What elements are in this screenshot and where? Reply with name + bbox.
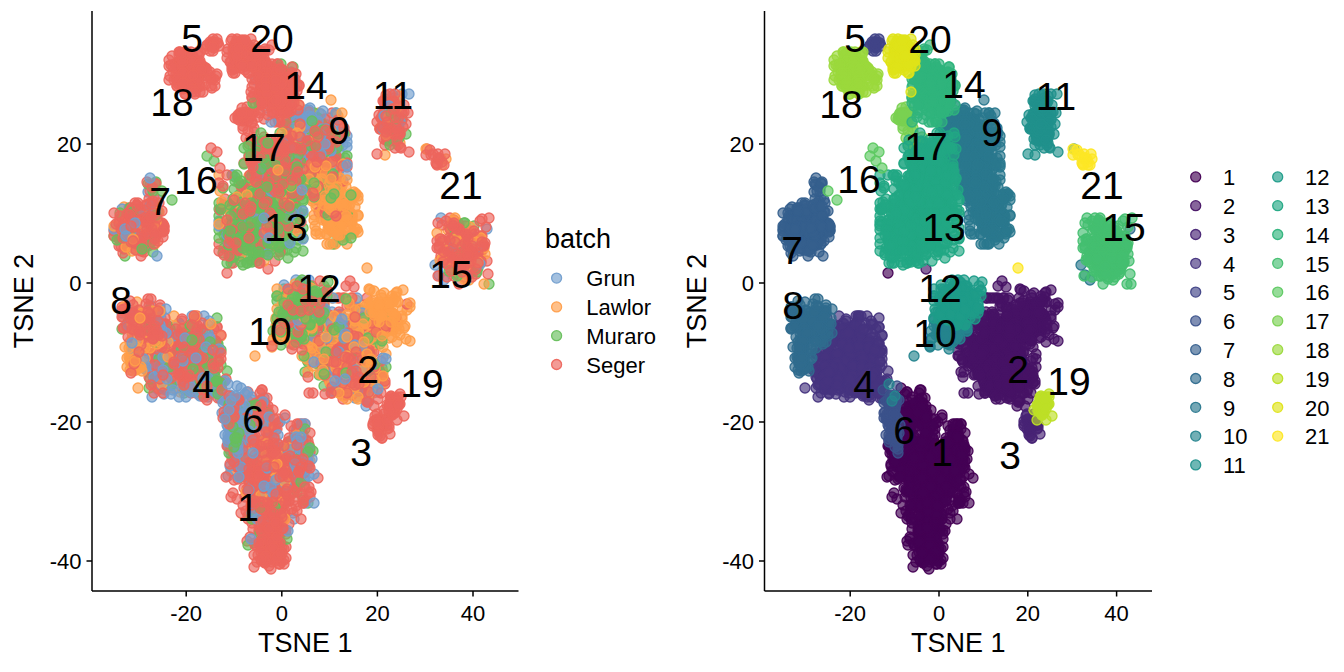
- svg-text:1: 1: [1223, 165, 1235, 190]
- svg-text:3: 3: [999, 434, 1021, 477]
- svg-text:11: 11: [373, 74, 414, 117]
- svg-text:Grun: Grun: [586, 266, 635, 291]
- svg-text:13: 13: [264, 206, 307, 249]
- svg-text:16: 16: [1305, 280, 1329, 305]
- svg-text:5: 5: [844, 17, 866, 60]
- svg-text:20: 20: [908, 18, 951, 61]
- svg-text:10: 10: [913, 312, 956, 355]
- svg-text:21: 21: [1305, 424, 1329, 449]
- svg-text:8: 8: [1223, 367, 1235, 392]
- svg-text:14: 14: [1305, 223, 1329, 248]
- svg-text:0: 0: [933, 601, 945, 626]
- svg-text:Seger: Seger: [586, 353, 645, 378]
- svg-text:18: 18: [1305, 338, 1329, 363]
- svg-text:9: 9: [328, 109, 350, 152]
- svg-text:20: 20: [365, 601, 389, 626]
- svg-text:-40: -40: [722, 549, 754, 574]
- svg-text:5: 5: [181, 17, 203, 60]
- svg-text:19: 19: [400, 362, 443, 405]
- svg-text:0: 0: [276, 601, 288, 626]
- svg-text:20: 20: [730, 132, 754, 157]
- svg-text:-20: -20: [170, 601, 202, 626]
- svg-text:19: 19: [1047, 360, 1090, 403]
- svg-text:17: 17: [242, 126, 285, 169]
- svg-text:20: 20: [1016, 601, 1040, 626]
- svg-text:7: 7: [149, 180, 171, 223]
- svg-text:14: 14: [284, 64, 327, 107]
- svg-text:4: 4: [853, 363, 875, 406]
- svg-text:11: 11: [1223, 453, 1246, 478]
- svg-text:13: 13: [922, 206, 965, 249]
- svg-text:6: 6: [893, 409, 915, 452]
- svg-text:17: 17: [904, 125, 947, 168]
- svg-text:Lawlor: Lawlor: [586, 295, 651, 320]
- svg-text:7: 7: [1223, 338, 1235, 363]
- svg-text:20: 20: [57, 132, 81, 157]
- svg-text:3: 3: [350, 431, 372, 474]
- svg-text:14: 14: [942, 63, 985, 106]
- svg-text:1: 1: [237, 486, 259, 529]
- svg-text:16: 16: [174, 159, 217, 202]
- svg-text:18: 18: [819, 83, 862, 126]
- svg-text:21: 21: [1080, 164, 1123, 207]
- svg-text:TSNE 2: TSNE 2: [682, 254, 712, 349]
- svg-text:TSNE 1: TSNE 1: [258, 628, 353, 658]
- svg-text:13: 13: [1305, 194, 1329, 219]
- svg-text:8: 8: [782, 284, 804, 327]
- svg-text:TSNE 2: TSNE 2: [9, 254, 39, 349]
- svg-text:6: 6: [242, 398, 264, 441]
- svg-text:12: 12: [918, 267, 961, 310]
- svg-text:9: 9: [981, 111, 1003, 154]
- svg-text:TSNE 1: TSNE 1: [911, 628, 1006, 658]
- svg-text:0: 0: [742, 271, 754, 296]
- svg-text:4: 4: [1223, 252, 1235, 277]
- svg-text:6: 6: [1223, 309, 1235, 334]
- svg-text:17: 17: [1305, 309, 1329, 334]
- svg-text:batch: batch: [545, 224, 611, 254]
- svg-text:-20: -20: [50, 410, 82, 435]
- svg-text:4: 4: [192, 363, 214, 406]
- svg-text:20: 20: [1305, 396, 1329, 421]
- svg-text:0: 0: [69, 271, 81, 296]
- svg-text:40: 40: [461, 601, 485, 626]
- svg-text:20: 20: [250, 17, 293, 60]
- svg-text:18: 18: [150, 81, 193, 124]
- svg-text:40: 40: [1104, 601, 1128, 626]
- svg-text:12: 12: [297, 267, 340, 310]
- svg-text:10: 10: [1223, 424, 1247, 449]
- svg-text:9: 9: [1223, 396, 1235, 421]
- svg-text:2: 2: [357, 348, 379, 391]
- svg-text:5: 5: [1223, 280, 1235, 305]
- svg-text:1: 1: [931, 431, 953, 474]
- svg-text:21: 21: [439, 164, 482, 207]
- svg-text:16: 16: [837, 158, 880, 201]
- svg-text:8: 8: [110, 279, 132, 322]
- svg-text:2: 2: [1007, 348, 1029, 391]
- svg-text:-20: -20: [722, 410, 754, 435]
- svg-text:7: 7: [781, 229, 803, 272]
- svg-text:-40: -40: [50, 549, 82, 574]
- svg-text:2: 2: [1223, 194, 1235, 219]
- svg-text:11: 11: [1036, 75, 1077, 118]
- svg-text:10: 10: [248, 310, 291, 353]
- svg-text:3: 3: [1223, 223, 1235, 248]
- svg-text:19: 19: [1305, 367, 1329, 392]
- svg-text:15: 15: [1102, 206, 1145, 249]
- svg-text:15: 15: [1305, 252, 1329, 277]
- svg-text:15: 15: [429, 253, 472, 296]
- svg-text:12: 12: [1305, 165, 1329, 190]
- svg-text:-20: -20: [834, 601, 866, 626]
- svg-text:Muraro: Muraro: [586, 324, 656, 349]
